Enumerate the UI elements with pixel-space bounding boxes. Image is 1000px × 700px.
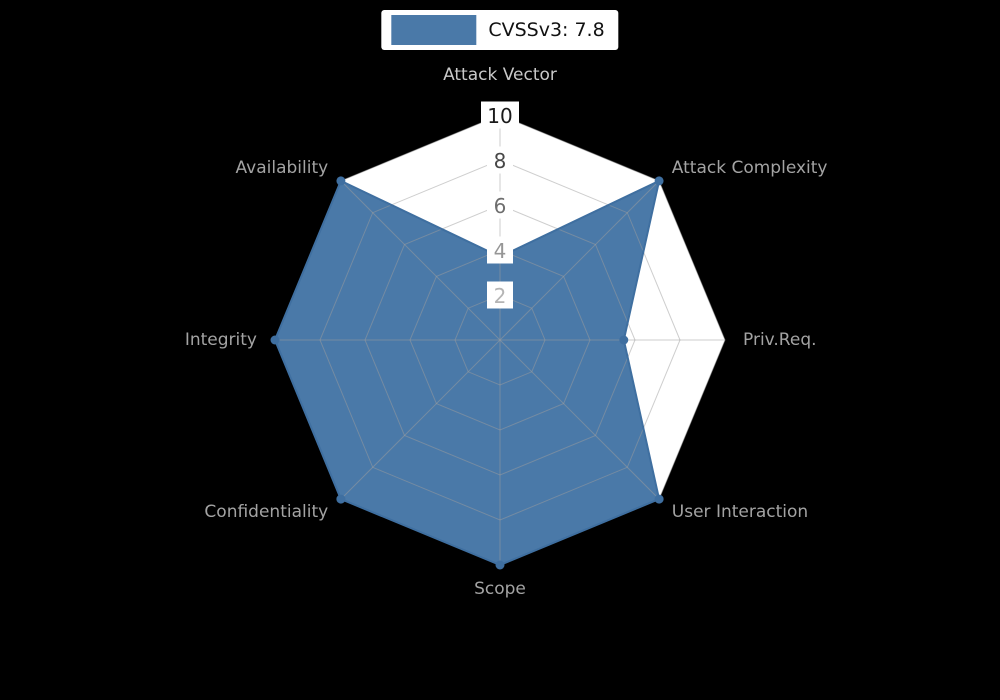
axis-label-attack-vector: Attack Vector bbox=[443, 65, 557, 85]
series-marker bbox=[495, 560, 505, 570]
grid-spoke bbox=[340, 180, 501, 341]
series-marker bbox=[336, 176, 346, 186]
axis-label-attack-complexity: Attack Complexity bbox=[672, 158, 828, 178]
legend-label: CVSSv3: 7.8 bbox=[488, 19, 605, 41]
grid-spoke bbox=[499, 180, 660, 341]
tick-box-2 bbox=[487, 281, 513, 309]
legend: CVSSv3: 7.8 bbox=[381, 10, 619, 50]
axis-label-scope: Scope bbox=[474, 579, 526, 599]
tick-label-4: 4 bbox=[494, 239, 507, 263]
tick-label-6: 6 bbox=[494, 194, 507, 218]
tick-box-4 bbox=[487, 236, 513, 264]
legend-swatch bbox=[391, 15, 477, 45]
series-marker bbox=[654, 176, 664, 186]
tick-label-10: 10 bbox=[487, 104, 512, 128]
grid-spoke bbox=[499, 339, 660, 500]
tick-box-10 bbox=[481, 101, 519, 129]
series-marker bbox=[270, 335, 280, 345]
axis-label-availability: Availability bbox=[236, 158, 329, 178]
tick-box-6 bbox=[487, 191, 513, 219]
axis-label-confidentiality: Confidentiality bbox=[204, 502, 328, 522]
axis-label-integrity: Integrity bbox=[185, 330, 257, 350]
series-marker bbox=[654, 494, 664, 504]
tick-label-2: 2 bbox=[494, 284, 507, 308]
tick-box-8 bbox=[487, 146, 513, 174]
tick-label-8: 8 bbox=[494, 149, 507, 173]
series-marker bbox=[336, 494, 346, 504]
axis-label-priv-req: Priv.Req. bbox=[743, 330, 817, 350]
axis-label-user-interaction: User Interaction bbox=[672, 502, 808, 522]
grid-spoke bbox=[340, 339, 501, 500]
series-marker bbox=[619, 335, 629, 345]
